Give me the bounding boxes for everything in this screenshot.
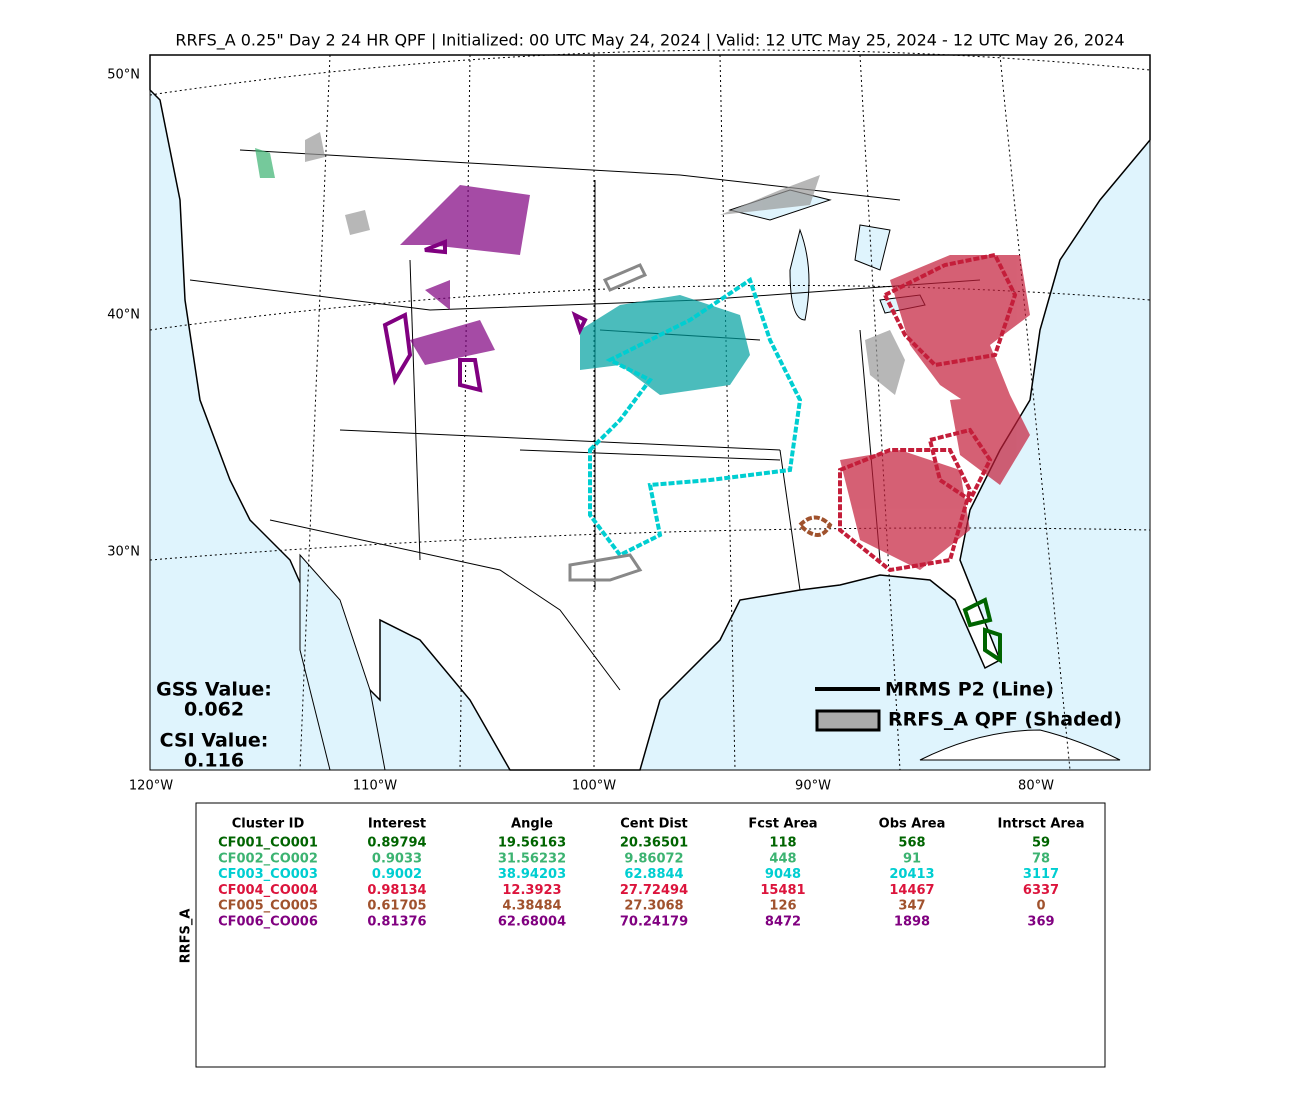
column-header: Interest [368,817,426,832]
gss-label: GSS Value: [156,679,272,701]
table-cell: CF006_CO006 [218,915,318,930]
table-cell: CF003_CO003 [218,867,318,882]
column-header: Angle [511,817,553,832]
observed-area [588,276,803,558]
table-cell: 15481 [760,883,805,898]
observed-areas [382,239,1018,664]
table-cell: 0.81376 [367,915,426,930]
observed-area [797,515,833,537]
table-cell: 14467 [889,883,934,898]
table-cell: 0.98134 [367,883,426,898]
table-cell: 62.8844 [624,867,683,882]
table-cell: 62.68004 [498,915,566,930]
table-cell: 78 [1032,851,1050,866]
table-side-label: RRFS_A [179,909,194,964]
lon-label: 90°W [795,779,831,794]
csi-label: CSI Value: [160,730,269,752]
forecast-area [400,185,530,365]
table-cell: 27.3068 [624,899,683,914]
table-cell: 38.94203 [498,867,566,882]
table-cell: 20.36501 [620,836,688,851]
table-cell: CF005_CO005 [218,899,318,914]
table-cell: 126 [769,899,796,914]
lon-label: 100°W [572,779,616,794]
table-cell: 9.86072 [624,851,683,866]
lon-label: 120°W [129,779,173,794]
lat-label: 40°N [107,308,140,323]
lon-label: 110°W [353,779,397,794]
table-cell: CF002_CO002 [218,851,318,866]
forecast-area [840,255,1030,570]
legend-swatch [815,709,881,732]
table-cell: 9048 [765,867,801,882]
table-cell: 1898 [894,915,930,930]
title: RRFS_A 0.25" Day 2 24 HR QPF | Initializ… [175,31,1124,51]
map-frame [149,54,1151,771]
forecast-area [580,295,750,395]
table-cell: 27.72494 [620,883,688,898]
table-cell: 448 [769,851,796,866]
table-cell: 12.3923 [502,883,561,898]
observed-area [962,597,1002,664]
table-cell: 4.38484 [502,899,561,914]
table-cell: 19.56163 [498,836,566,851]
legend-label: RRFS_A QPF (Shaded) [888,709,1122,731]
table-cell: CF004_CO004 [218,883,318,898]
lon-label: 80°W [1018,779,1054,794]
cuba [919,729,1121,761]
csi-value: 0.116 [184,750,244,772]
map [149,49,1151,771]
table-cell: 568 [898,836,925,851]
legend-label: MRMS P2 (Line) [885,679,1054,701]
column-header: Fcst Area [748,817,817,832]
table-cell: 91 [903,851,921,866]
table-cell: 0.89794 [367,836,426,851]
observed-area [568,263,648,582]
table-cell: 6337 [1023,883,1059,898]
table-cell: 20413 [889,867,934,882]
table-cell: 0.9033 [372,851,422,866]
table-cell: 0.9002 [372,867,422,882]
table-cell: 3117 [1023,867,1059,882]
table-cell: 70.24179 [620,915,688,930]
land [149,54,1151,771]
table-cell: 0 [1036,899,1045,914]
column-header: Intrsct Area [998,817,1085,832]
table-frame [195,802,1106,1068]
table-cell: 369 [1027,915,1054,930]
table-cell: 0.61705 [367,899,426,914]
table-cell: CF001_CO001 [218,836,318,851]
column-header: Cluster ID [232,817,305,832]
gss-value: 0.062 [184,699,244,721]
table-cell: 118 [769,836,796,851]
forecast-areas [255,132,1030,570]
table-cell: 347 [898,899,925,914]
observed-area [838,252,1018,573]
forecast-area [255,148,275,178]
lat-label: 50°N [107,68,140,83]
observed-area [382,239,588,393]
lat-label: 30°N [107,545,140,560]
column-header: Obs Area [879,817,946,832]
table-cell: 31.56232 [498,851,566,866]
column-header: Cent Dist [620,817,688,832]
table-cell: 8472 [765,915,801,930]
table: Cluster ID Interest Angle Cent Dist Fcst Are… [218,817,1084,930]
table-cell: 59 [1032,836,1050,851]
